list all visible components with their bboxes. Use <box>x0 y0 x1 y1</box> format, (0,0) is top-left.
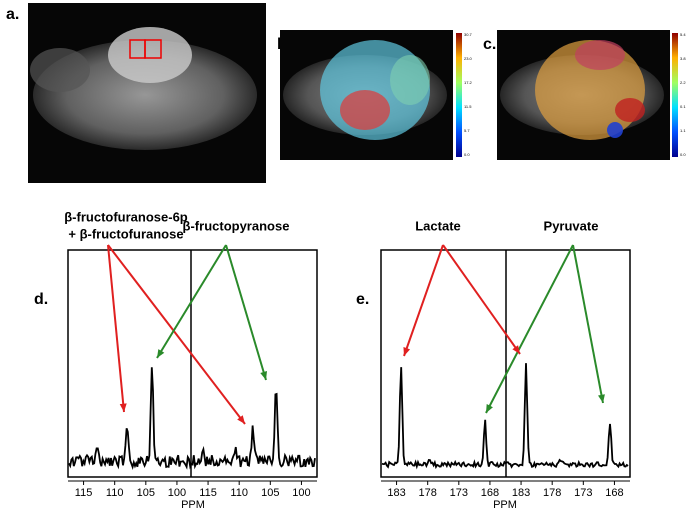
annotation: β-fructofuranose-6p <box>64 209 188 224</box>
colorbar-label: 11.5 <box>464 104 472 109</box>
colorbar-label: 0.0 <box>464 152 470 157</box>
colorbar-label: 0.0 <box>680 152 686 157</box>
panel-label: e. <box>356 291 369 308</box>
colorbar-label: 30.7 <box>464 32 473 37</box>
colorbar <box>456 33 462 157</box>
tick-label: 178 <box>419 487 437 499</box>
tick-label: 100 <box>292 487 310 499</box>
tick-label: 115 <box>75 487 93 499</box>
spectrum-frame <box>67 249 318 478</box>
tick-label: 173 <box>574 487 592 499</box>
colorbar-label: 2.2 <box>680 80 686 85</box>
colorbar <box>672 33 678 157</box>
colorbar-label: 3.8 <box>680 56 686 61</box>
arrowhead <box>157 349 165 358</box>
arrowhead <box>119 403 127 412</box>
tick-label: 105 <box>261 487 279 499</box>
colorbar-label: 23.0 <box>464 56 473 61</box>
mri-overlay-image <box>497 30 670 160</box>
arrowhead <box>403 347 411 356</box>
panel-label: a. <box>6 6 19 23</box>
arrowhead <box>260 371 268 380</box>
colorbar-label: 0.1 <box>680 104 686 109</box>
annotation: β-fructopyranose <box>183 218 290 233</box>
annotation: Pyruvate <box>544 218 599 233</box>
arrowhead <box>598 394 605 403</box>
arrowhead <box>237 415 245 424</box>
tick-label: 115 <box>199 487 217 499</box>
tick-label: 168 <box>605 487 623 499</box>
spectrum <box>68 367 316 471</box>
arrowhead <box>486 404 493 413</box>
tick-label: 100 <box>168 487 186 499</box>
tick-label: 183 <box>387 487 405 499</box>
colorbar-label: 5.4 <box>680 32 686 37</box>
mri-overlay-image <box>280 30 453 160</box>
colorbar-label: 1.1 <box>680 128 686 133</box>
mri-image <box>28 3 266 183</box>
panel-label: d. <box>34 291 48 308</box>
spectrum <box>381 363 629 470</box>
tick-label: 110 <box>230 487 248 499</box>
colorbar-label: 17.2 <box>464 80 473 85</box>
arrows <box>107 244 604 425</box>
tick-label: 173 <box>450 487 468 499</box>
axis-label: PPM <box>181 499 205 511</box>
axis-label: PPM <box>493 499 517 511</box>
panel-label: c. <box>483 36 496 53</box>
annotation: + β-fructofuranose <box>68 226 183 241</box>
tick-label: 168 <box>481 487 499 499</box>
annotation: Lactate <box>415 218 461 233</box>
tick-label: 178 <box>543 487 561 499</box>
tick-label: 183 <box>512 487 530 499</box>
arrowhead <box>512 345 520 354</box>
tick-label: 105 <box>137 487 155 499</box>
colorbar-label: 5.7 <box>464 128 470 133</box>
tick-label: 110 <box>106 487 124 499</box>
